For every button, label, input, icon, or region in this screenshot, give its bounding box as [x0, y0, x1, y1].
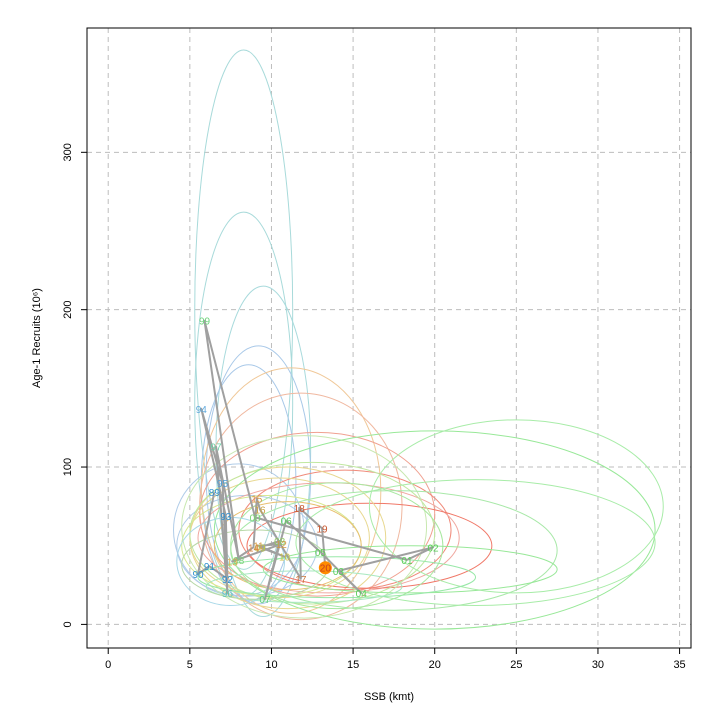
time-series-track	[197, 319, 435, 601]
point-label-04: 04	[356, 589, 368, 600]
ellipse-23	[295, 479, 656, 607]
point-label-20: 20	[320, 564, 332, 575]
point-label-12: 12	[276, 540, 288, 551]
x-tick-label-10: 10	[265, 659, 277, 671]
ellipse-22	[368, 419, 664, 594]
x-tick-label-0: 0	[105, 659, 111, 671]
point-label-89: 89	[209, 488, 221, 499]
point-label-06: 06	[281, 517, 293, 528]
point-label-00: 00	[250, 513, 262, 524]
y-axis-title: Age-1 Recruits (10⁶)	[31, 288, 43, 388]
point-label-01: 01	[401, 556, 413, 567]
point-label-95: 95	[217, 479, 229, 490]
point-label-03: 03	[333, 567, 345, 578]
point-label-09: 09	[254, 543, 266, 554]
ellipse-10	[238, 469, 452, 591]
point-label-98: 98	[233, 556, 245, 567]
point-label-11: 11	[253, 542, 264, 553]
y-tick-label-0: 0	[62, 621, 74, 627]
point-label-91: 91	[204, 562, 216, 573]
point-label-97: 97	[210, 443, 222, 454]
ellipse-16	[213, 501, 362, 591]
x-tick-label-30: 30	[592, 659, 604, 671]
point-label-93: 93	[220, 512, 232, 523]
point-label-07: 07	[259, 595, 271, 606]
x-tick-label-20: 20	[429, 659, 441, 671]
ellipse-0	[194, 49, 294, 570]
point-label-16: 16	[254, 506, 266, 517]
ellipse-24	[262, 545, 558, 594]
point-label-18: 18	[294, 504, 306, 515]
ellipse-3	[205, 345, 312, 605]
x-tick-label-15: 15	[347, 659, 359, 671]
point-label-99: 99	[199, 317, 211, 328]
x-axis-title: SSB (kmt)	[364, 691, 414, 703]
ellipse-20	[230, 490, 558, 611]
plot-frame	[86, 27, 692, 649]
track-line	[197, 319, 435, 601]
point-label-92: 92	[222, 575, 234, 586]
ellipse-18	[181, 435, 428, 619]
x-tick-label-5: 5	[187, 659, 193, 671]
point-label-08: 08	[274, 537, 286, 548]
ellipse-21	[213, 430, 656, 630]
point-label-02: 02	[428, 543, 440, 554]
point-label-94: 94	[196, 405, 208, 416]
point-label-14: 14	[248, 543, 260, 554]
x-axis: 0 5 10 15 20 25 30 35	[105, 648, 686, 671]
y-tick-label-200: 200	[62, 300, 74, 318]
point-label-10: 10	[279, 553, 291, 564]
point-label-19: 19	[317, 524, 329, 535]
point-label-96: 96	[222, 589, 234, 600]
point-label-13: 13	[227, 557, 239, 568]
x-tick-label-35: 35	[673, 659, 685, 671]
ellipse-9	[199, 431, 436, 597]
grid	[87, 28, 691, 648]
point-label-90: 90	[192, 570, 204, 581]
point-label-15: 15	[251, 495, 263, 506]
point-label-05: 05	[315, 548, 327, 559]
point-highlight-20	[318, 561, 332, 575]
y-tick-label-100: 100	[62, 458, 74, 476]
ellipse-26	[205, 570, 403, 603]
point-label-17: 17	[295, 575, 307, 586]
y-tick-label-300: 300	[62, 143, 74, 161]
x-tick-label-25: 25	[510, 659, 522, 671]
ellipse-25	[197, 556, 477, 599]
y-axis: 0 100 200 300	[62, 143, 87, 627]
